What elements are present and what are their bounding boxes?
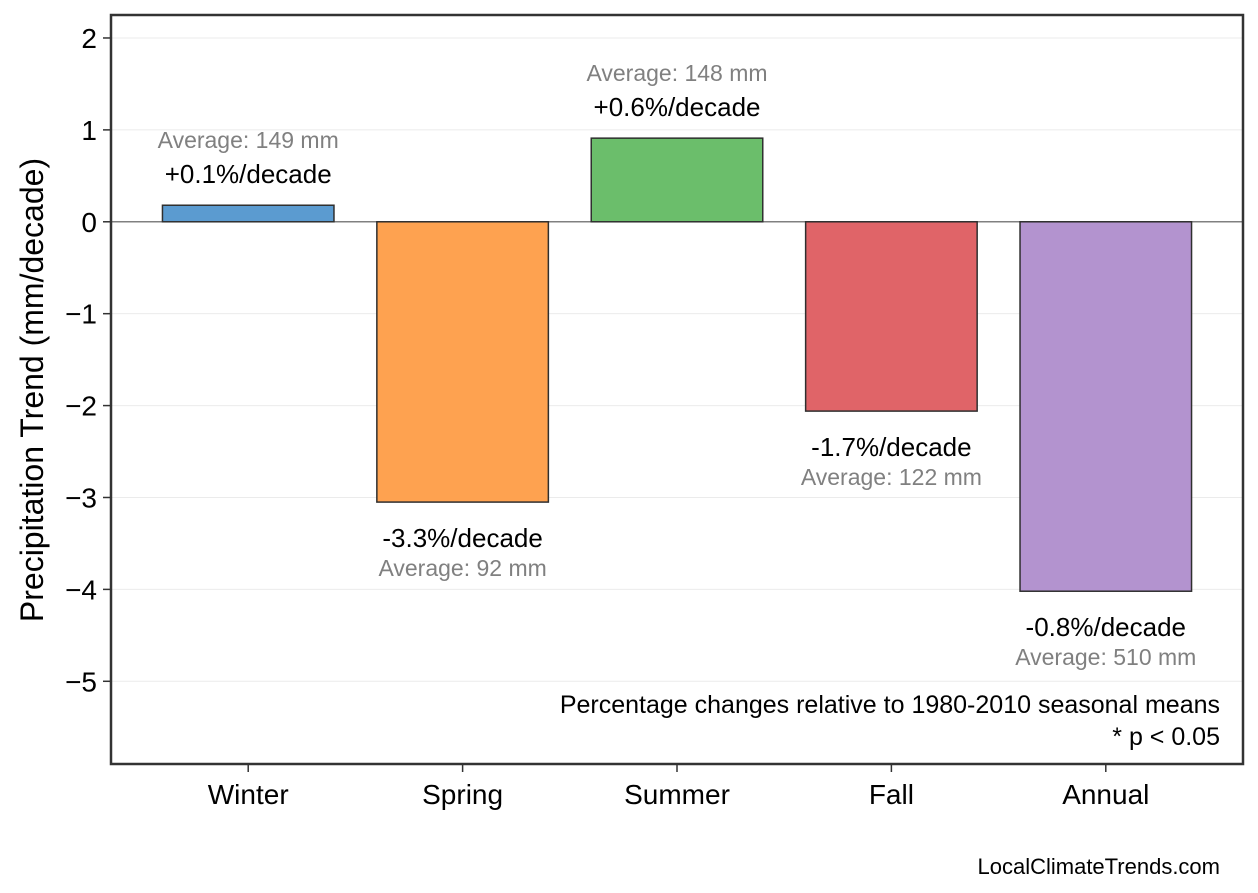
average-label-annual: Average: 510 mm: [1015, 644, 1196, 670]
trend-label-summer: +0.6%/decade: [594, 92, 761, 122]
y-tick-label: 2: [81, 23, 97, 54]
bars: [161, 137, 1193, 592]
y-tick-label: −1: [65, 299, 97, 330]
bar-summer: [590, 137, 764, 223]
trend-label-winter: +0.1%/decade: [165, 159, 332, 189]
x-tick-label-annual: Annual: [1062, 779, 1149, 810]
x-tick-label-spring: Spring: [422, 779, 503, 810]
x-tick-label-winter: Winter: [208, 779, 289, 810]
y-tick-label: 1: [81, 115, 97, 146]
trend-label-spring: -3.3%/decade: [382, 523, 542, 553]
x-axis: Winter Spring Summer Fall Annual: [208, 764, 1149, 810]
y-axis-label: Precipitation Trend (mm/decade): [14, 158, 50, 622]
bar-fall: [804, 221, 978, 412]
y-tick-label: −5: [65, 666, 97, 697]
average-label-fall: Average: 122 mm: [801, 464, 982, 490]
bar-winter: [161, 204, 335, 223]
y-tick-label: 0: [81, 207, 97, 238]
average-label-spring: Average: 92 mm: [378, 555, 546, 581]
y-tick-label: −4: [65, 574, 97, 605]
annotation-significance: * p < 0.05: [1112, 723, 1220, 751]
bar-spring: [376, 221, 550, 503]
y-tick-label: −3: [65, 482, 97, 513]
trend-label-fall: -1.7%/decade: [811, 432, 971, 462]
trend-label-annual: -0.8%/decade: [1026, 612, 1186, 642]
average-label-summer: Average: 148 mm: [586, 60, 767, 86]
average-label-winter: Average: 149 mm: [158, 127, 339, 153]
source-credit: LocalClimateTrends.com: [978, 854, 1221, 879]
annotation-note: Percentage changes relative to 1980-2010…: [560, 691, 1220, 719]
y-axis: 2 1 0 −1 −2 −3 −4 −5: [65, 23, 111, 697]
y-tick-label: −2: [65, 391, 97, 422]
bar-annual: [1019, 221, 1193, 592]
x-tick-label-summer: Summer: [624, 779, 730, 810]
x-tick-label-fall: Fall: [869, 779, 914, 810]
